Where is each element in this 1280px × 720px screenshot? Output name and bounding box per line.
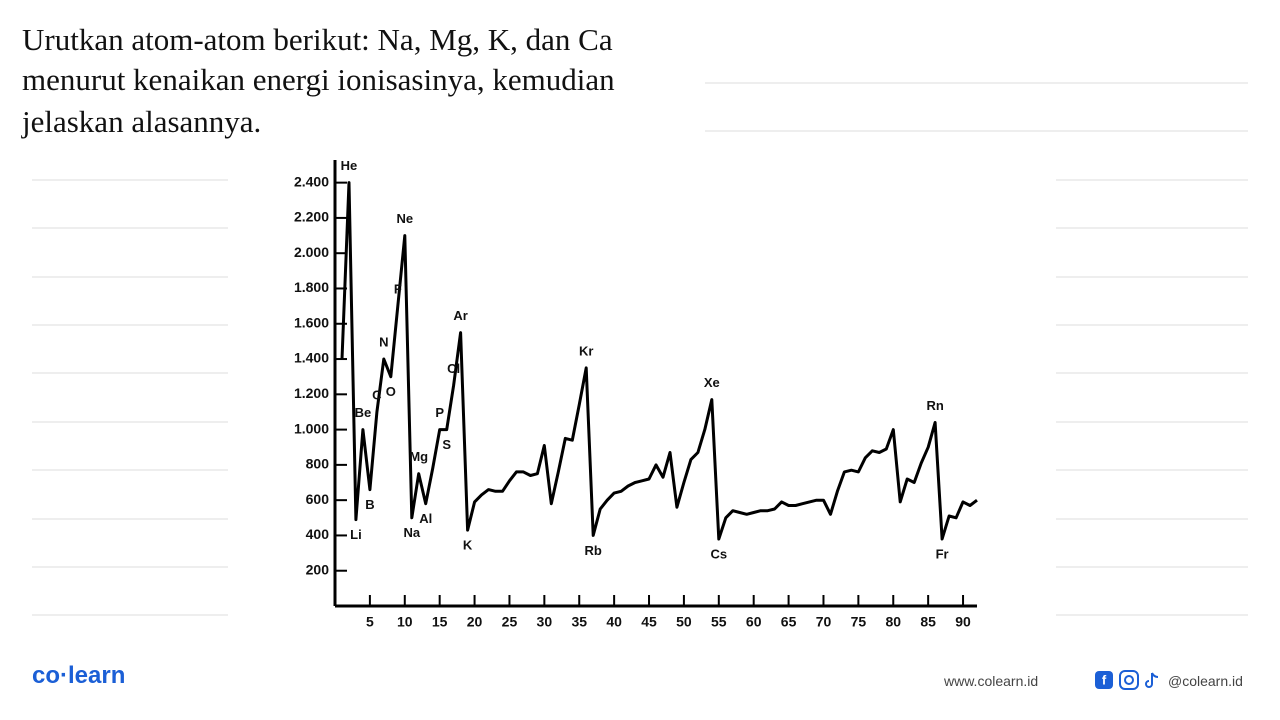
x-tick-label: 15: [432, 614, 448, 630]
x-tick-label: 10: [397, 614, 413, 630]
x-tick-label: 35: [571, 614, 587, 630]
annotation: Rn: [926, 398, 943, 413]
x-tick-label: 60: [746, 614, 762, 630]
annotation: K: [463, 538, 473, 553]
y-tick-label: 1.600: [294, 314, 329, 330]
x-tick-label: 30: [537, 614, 553, 630]
question-line: jelaskan alasannya.: [22, 104, 262, 139]
annotation: Rb: [585, 543, 602, 558]
svg-text:f: f: [1102, 672, 1107, 687]
y-tick-label: 1.000: [294, 420, 329, 436]
annotation: Na: [403, 525, 420, 540]
x-tick-label: 80: [885, 614, 901, 630]
x-tick-label: 65: [781, 614, 797, 630]
website: www.colearn.id: [944, 673, 1039, 689]
annotation: Kr: [579, 343, 593, 358]
y-tick-label: 800: [306, 456, 330, 472]
x-tick-label: 40: [606, 614, 622, 630]
annotation: Xe: [704, 375, 720, 390]
annotation: Cl: [447, 361, 460, 376]
annotation: P: [435, 405, 444, 420]
annotation: S: [442, 437, 451, 452]
question-line: Urutkan atom-atom berikut: Na, Mg, K, da…: [22, 22, 613, 57]
annotation: Fr: [936, 546, 949, 561]
annotation: Be: [355, 405, 372, 420]
x-tick-label: 75: [851, 614, 867, 630]
x-tick-label: 50: [676, 614, 692, 630]
annotation: C: [372, 387, 382, 402]
logo: co·learn: [32, 662, 126, 689]
x-tick-label: 90: [955, 614, 971, 630]
social-icons: f: [1095, 670, 1159, 690]
x-tick-label: 85: [920, 614, 936, 630]
x-tick-label: 70: [816, 614, 832, 630]
x-tick-label: 25: [502, 614, 518, 630]
x-tick-label: 20: [467, 614, 483, 630]
x-tick-label: 55: [711, 614, 727, 630]
social-handle: @colearn.id: [1168, 673, 1243, 689]
annotation: Li: [350, 527, 362, 542]
annotation: O: [386, 384, 396, 399]
annotation: Mg: [409, 449, 428, 464]
ruled-lines: [32, 82, 1248, 616]
question-line: menurut kenaikan energi ionisasinya, kem…: [22, 62, 615, 97]
y-tick-label: 2.000: [294, 244, 329, 260]
annotation: Ar: [453, 308, 467, 323]
annotation: N: [379, 334, 388, 349]
annotation: Ne: [396, 211, 413, 226]
y-tick-label: 400: [306, 526, 330, 542]
y-tick-label: 1.200: [294, 385, 329, 401]
y-tick-label: 600: [306, 491, 330, 507]
line: [340, 181, 978, 541]
y-tick-label: 2.400: [294, 173, 329, 189]
y-tick-label: 200: [306, 561, 330, 577]
annotation: He: [341, 158, 358, 173]
annotation: Cs: [710, 546, 727, 561]
annotation: Al: [419, 511, 432, 526]
annotation: B: [365, 497, 374, 512]
y-tick-label: 1.800: [294, 279, 329, 295]
y-tick-label: 2.200: [294, 209, 329, 225]
y-tick-label: 1.400: [294, 350, 329, 366]
x-tick-label: 5: [366, 614, 374, 630]
annotation: F: [394, 282, 402, 297]
x-tick-label: 45: [641, 614, 657, 630]
